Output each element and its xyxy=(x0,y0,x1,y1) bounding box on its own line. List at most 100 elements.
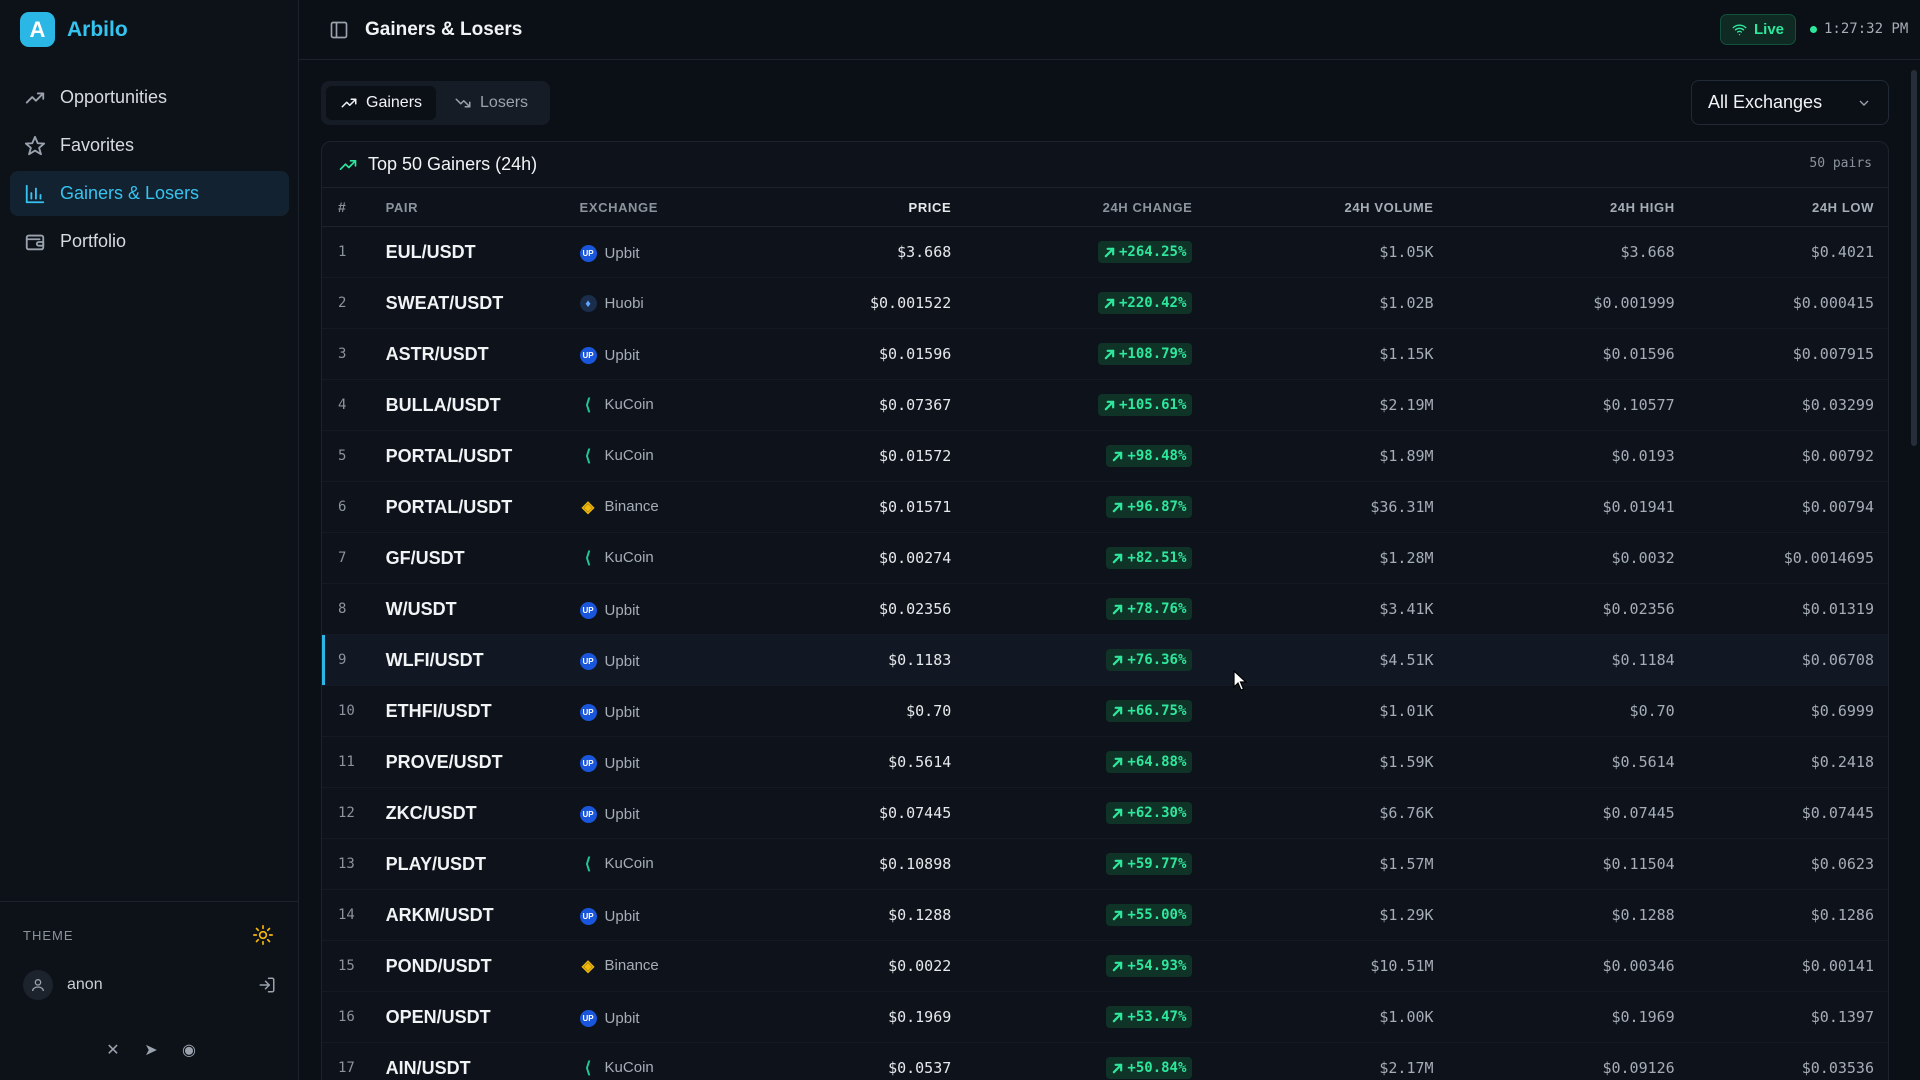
col-header-pair[interactable]: Pair xyxy=(385,187,580,227)
row-pair[interactable]: ZKC/USDT xyxy=(385,787,580,839)
row-pair[interactable]: AIN/USDT xyxy=(385,1042,580,1080)
col-header-low[interactable]: 24h Low xyxy=(1684,187,1888,227)
logout-icon[interactable] xyxy=(258,976,276,994)
gainers-table-card: Top 50 Gainers (24h) 50 pairs # Pair Exc… xyxy=(321,141,1889,1080)
row-pair[interactable]: ASTR/USDT xyxy=(385,328,580,380)
table-row[interactable]: 15 POND/USDT ◈ Binance $0.0022 +54.93% $10.51M… xyxy=(322,940,1888,992)
exchange-tag: ⟨ KuCoin xyxy=(580,447,654,465)
row-high: $0.07445 xyxy=(1443,787,1685,839)
x-icon[interactable]: ✕ xyxy=(106,1042,120,1059)
user-name: anon xyxy=(67,976,103,993)
table-row[interactable]: 7 GF/USDT ⟨ KuCoin $0.00274 +82.51% $1.28M $0.0… xyxy=(322,532,1888,584)
row-index: 11 xyxy=(322,736,386,788)
row-volume: $36.31M xyxy=(1202,481,1444,533)
binance-logo-icon: ◈ xyxy=(581,498,595,516)
pair-count: 50 pairs xyxy=(1809,156,1872,171)
sidebar-item-favorites[interactable]: Favorites xyxy=(10,123,289,168)
col-header-change[interactable]: 24h Change xyxy=(961,187,1203,227)
change-badge: +105.61% xyxy=(1097,394,1193,416)
row-pair[interactable]: PORTAL/USDT xyxy=(385,430,580,482)
row-exchange: ⟨ KuCoin xyxy=(579,379,744,431)
kucoin-logo-icon: ⟨ xyxy=(584,549,592,567)
col-header-exchange[interactable]: Exchange xyxy=(579,187,744,227)
arrow-up-right-icon xyxy=(1104,400,1115,410)
row-pair[interactable]: GF/USDT xyxy=(385,532,580,584)
exchange-tag: UP Upbit xyxy=(579,601,640,619)
huobi-logo-icon: ♦ xyxy=(579,295,597,313)
row-volume: $1.89M xyxy=(1202,430,1444,482)
table-row[interactable]: 4 BULLA/USDT ⟨ KuCoin $0.07367 +105.61% $2.19M… xyxy=(322,379,1888,431)
row-change: +76.36% xyxy=(961,634,1203,686)
change-badge: +78.76% xyxy=(1106,598,1193,620)
trending-up-icon xyxy=(25,92,45,103)
table-row[interactable]: 13 PLAY/USDT ⟨ KuCoin $0.10898 +59.77% $1.57M $… xyxy=(322,838,1888,890)
col-header-high[interactable]: 24h High xyxy=(1443,187,1685,227)
sidebar-item-opportunities[interactable]: Opportunities xyxy=(10,75,289,120)
row-pair[interactable]: PLAY/USDT xyxy=(385,838,580,890)
change-value: +264.25% xyxy=(1118,244,1187,260)
gainers-table: # Pair Exchange Price 24h Change 24h Vol… xyxy=(322,187,1888,1080)
tab-losers[interactable]: Losers xyxy=(440,86,542,120)
col-header-index[interactable]: # xyxy=(322,187,386,227)
exchange-select[interactable]: All Exchanges xyxy=(1691,80,1889,125)
sidebar: A Arbilo Opportunities Favorites Gainers… xyxy=(0,0,299,1080)
row-pair[interactable]: POND/USDT xyxy=(385,940,580,992)
kucoin-logo-icon: ⟨ xyxy=(584,447,592,465)
col-header-price[interactable]: Price xyxy=(743,187,962,227)
row-pair[interactable]: ETHFI/USDT xyxy=(385,685,580,737)
table-row[interactable]: 6 PORTAL/USDT ◈ Binance $0.01571 +96.87% $36.3… xyxy=(322,481,1888,533)
row-index: 15 xyxy=(322,940,386,992)
table-row[interactable]: 3 ASTR/USDT UP Upbit $0.01596 +108.79% $1.15K $… xyxy=(322,328,1888,380)
wallet-icon xyxy=(25,234,45,250)
row-volume: $1.28M xyxy=(1202,532,1444,584)
row-pair[interactable]: WLFI/USDT xyxy=(385,634,580,686)
arrow-up-right-icon xyxy=(1113,655,1123,665)
row-low: $0.6999 xyxy=(1684,685,1888,737)
table-row[interactable]: 11 PROVE/USDT UP Upbit $0.5614 +64.88% $1.59K $… xyxy=(322,736,1888,788)
row-high: $0.1184 xyxy=(1443,634,1685,686)
table-row[interactable]: 12 ZKC/USDT UP Upbit $0.07445 +62.30% $6.76K $0… xyxy=(322,787,1888,839)
col-header-volume[interactable]: 24h Volume xyxy=(1202,187,1444,227)
brand[interactable]: A Arbilo xyxy=(20,12,128,47)
clock: 1:27:32 PM xyxy=(1810,21,1908,37)
table-row[interactable]: 2 SWEAT/USDT ♦ Huobi $0.001522 +220.42% $1.02B… xyxy=(322,277,1888,329)
row-pair[interactable]: BULLA/USDT xyxy=(385,379,580,431)
row-exchange: ⟨ KuCoin xyxy=(579,1042,744,1080)
row-high: $0.11504 xyxy=(1443,838,1685,890)
table-row[interactable]: 1 EUL/USDT UP Upbit $3.668 +264.25% $1.05K $3.6… xyxy=(322,226,1888,278)
table-row[interactable]: 10 ETHFI/USDT UP Upbit $0.70 +66.75% $1.01K $0.… xyxy=(322,685,1888,737)
sidebar-toggle-icon[interactable] xyxy=(329,20,349,40)
avatar[interactable] xyxy=(23,970,53,1000)
table-row[interactable]: 14 ARKM/USDT UP Upbit $0.1288 +55.00% $1.29K $0… xyxy=(322,889,1888,941)
tab-gainers[interactable]: Gainers xyxy=(326,86,437,120)
row-price: $0.001522 xyxy=(743,277,962,329)
row-pair[interactable]: W/USDT xyxy=(385,583,580,635)
sidebar-item-portfolio[interactable]: Portfolio xyxy=(10,219,289,264)
row-volume: $10.51M xyxy=(1202,940,1444,992)
row-pair[interactable]: EUL/USDT xyxy=(385,226,580,278)
row-pair[interactable]: ARKM/USDT xyxy=(385,889,580,941)
discord-icon[interactable]: ◉ xyxy=(182,1042,196,1059)
row-pair[interactable]: SWEAT/USDT xyxy=(385,277,580,329)
change-badge: +96.87% xyxy=(1106,496,1193,518)
row-price: $0.07445 xyxy=(743,787,962,839)
sidebar-item-gainers-losers[interactable]: Gainers & Losers xyxy=(10,171,289,216)
table-row[interactable]: 16 OPEN/USDT UP Upbit $0.1969 +53.47% $1.00K $0… xyxy=(322,991,1888,1043)
row-volume: $1.00K xyxy=(1202,991,1444,1043)
row-exchange: UP Upbit xyxy=(579,685,744,737)
row-high: $0.5614 xyxy=(1443,736,1685,788)
row-pair[interactable]: PROVE/USDT xyxy=(385,736,580,788)
table-row[interactable]: 17 AIN/USDT ⟨ KuCoin $0.0537 +50.84% $2.17M $0.… xyxy=(322,1042,1888,1080)
telegram-icon[interactable]: ➤ xyxy=(144,1042,158,1059)
exchange-name: KuCoin xyxy=(604,549,654,567)
table-row[interactable]: 8 W/USDT UP Upbit $0.02356 +78.76% $3.41K $0.02… xyxy=(322,583,1888,635)
arrow-up-right-icon xyxy=(1113,859,1123,869)
table-row[interactable]: 5 PORTAL/USDT ⟨ KuCoin $0.01572 +98.48% $1.89M… xyxy=(322,430,1888,482)
row-pair[interactable]: PORTAL/USDT xyxy=(385,481,580,533)
row-pair[interactable]: OPEN/USDT xyxy=(385,991,580,1043)
sun-icon[interactable] xyxy=(253,925,273,945)
row-high: $0.001999 xyxy=(1443,277,1685,329)
row-price: $0.01571 xyxy=(743,481,962,533)
page-scrollbar[interactable] xyxy=(1911,70,1917,446)
table-row[interactable]: 9 WLFI/USDT UP Upbit $0.1183 +76.36% $4.51K $0.… xyxy=(322,634,1888,686)
